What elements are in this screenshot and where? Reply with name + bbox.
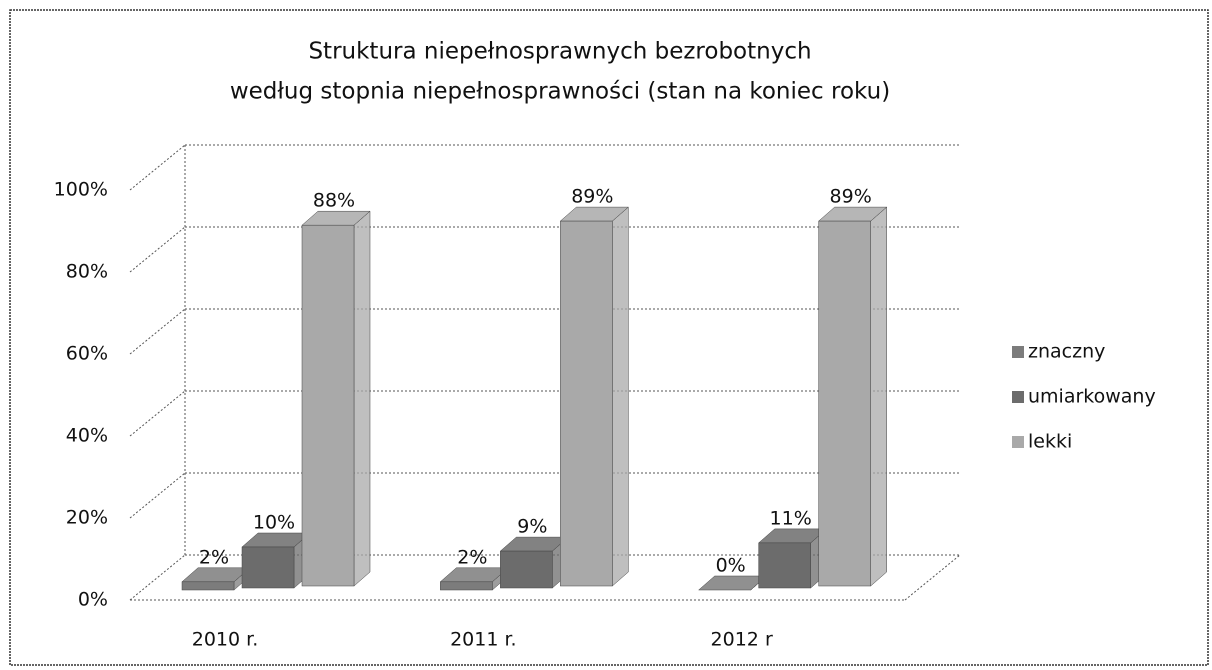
y-tick-label: 60%	[66, 343, 108, 365]
grid-line-side	[129, 144, 186, 191]
data-label: 89%	[830, 186, 872, 208]
legend-swatch	[1012, 391, 1024, 403]
grid-line-side	[129, 554, 186, 601]
grid-line-side	[129, 226, 186, 273]
floor-right	[904, 554, 961, 601]
bar	[818, 220, 871, 587]
data-label: 0%	[716, 555, 746, 577]
y-tick-label: 0%	[78, 589, 108, 611]
legend-label: znaczny	[1028, 341, 1105, 363]
chart-subtitle: według stopnia niepełnosprawności (stan …	[230, 79, 890, 105]
data-label: 11%	[770, 507, 812, 529]
data-label: 89%	[571, 186, 613, 208]
bar-side	[353, 210, 371, 587]
data-label: 88%	[313, 190, 355, 212]
data-label: 2%	[199, 546, 229, 568]
grid-line-side	[129, 472, 186, 519]
legend-label: umiarkowany	[1028, 386, 1156, 408]
data-label: 2%	[457, 546, 487, 568]
legend-swatch	[1012, 346, 1024, 358]
bar	[301, 224, 355, 587]
y-tick-label: 80%	[66, 261, 108, 283]
x-tick-label: 2012 r	[711, 629, 773, 651]
x-tick-label: 2010 r.	[192, 629, 259, 651]
grid-line-side	[129, 390, 186, 437]
y-tick-label: 100%	[54, 179, 108, 201]
chart-frame	[9, 9, 1209, 666]
bar	[500, 550, 553, 589]
legend-swatch	[1012, 436, 1024, 448]
legend-label: lekki	[1028, 431, 1072, 453]
bar	[241, 546, 295, 589]
data-label: 9%	[517, 516, 547, 538]
bar	[440, 581, 493, 591]
grid-line-side	[129, 308, 186, 355]
chart-title: Struktura niepełnosprawnych bezrobotnych	[308, 39, 811, 65]
x-tick-label: 2011 r.	[450, 629, 517, 651]
y-tick-label: 40%	[66, 425, 108, 447]
bar-side	[870, 206, 887, 587]
data-label: 10%	[253, 512, 295, 534]
bar-side	[612, 206, 629, 587]
y-tick-label: 20%	[66, 507, 108, 529]
bar	[181, 581, 235, 591]
bar-top	[698, 575, 768, 591]
bar	[560, 220, 613, 587]
bar	[758, 542, 811, 589]
